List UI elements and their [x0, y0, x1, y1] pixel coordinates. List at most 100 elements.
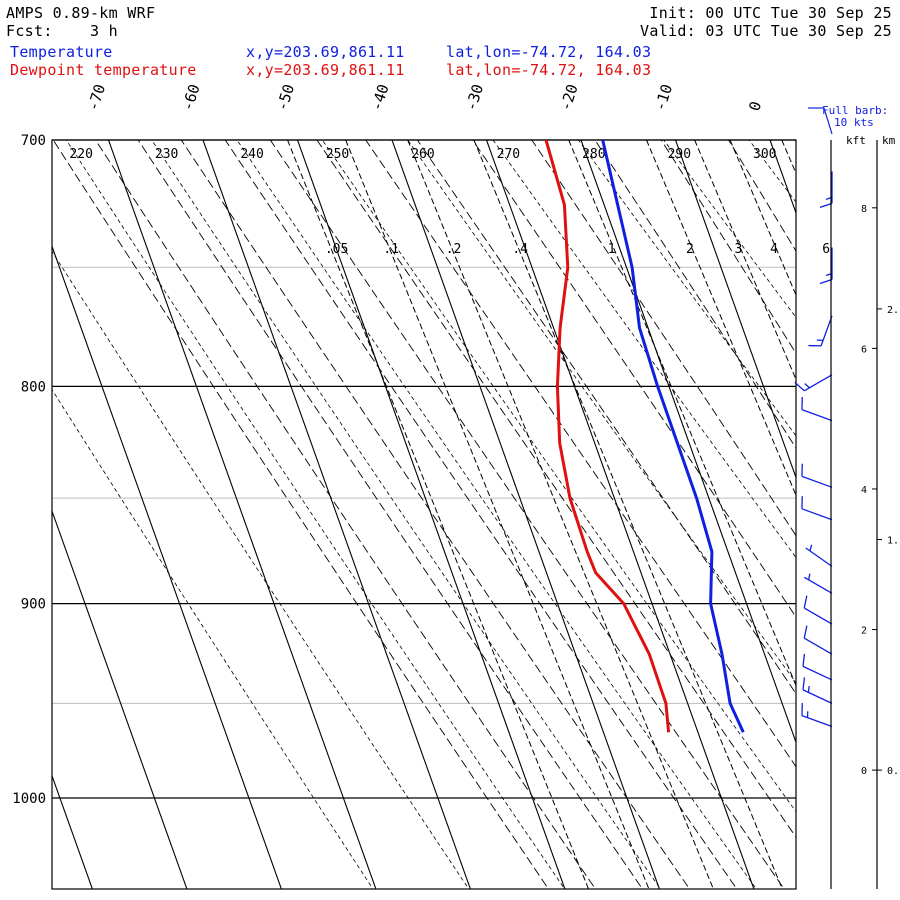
mixing-ratio-label: .05 — [325, 242, 348, 257]
isotherm-label: -40 — [367, 82, 392, 113]
dry-adiabat-label: 250 — [326, 147, 349, 162]
kft-tick-label: 2 — [861, 626, 867, 637]
legend-temperature-label: Temperature — [10, 43, 113, 61]
isotherm-label: 0 — [745, 99, 765, 113]
isotherm-line — [52, 509, 188, 889]
dry-adiabat — [151, 140, 661, 889]
fcst-label: Fcst: — [6, 22, 53, 40]
barb-staff — [803, 637, 833, 655]
wind-barb — [802, 677, 833, 704]
moist-adiabat — [365, 140, 796, 768]
init-time: Init: 00 UTC Tue 30 Sep 25 — [649, 4, 892, 22]
wind-barbs: Full barb:10 kts — [794, 104, 888, 728]
isotherm-line — [107, 140, 377, 889]
legend-temperature-latlon: lat,lon=-74.72, 164.03 — [446, 43, 652, 61]
dry-adiabat — [663, 140, 796, 319]
mixing-ratio-line — [781, 140, 796, 175]
isotherm-label: -20 — [556, 82, 581, 113]
height-axis: kft km 0 2 4 6 8 0. 1. 2. — [830, 134, 899, 889]
moist-adiabat — [52, 140, 550, 889]
mixing-ratio-label: 2 — [686, 242, 694, 257]
wind-barb — [803, 595, 833, 625]
model-title: AMPS 0.89-km WRF — [6, 4, 156, 22]
km-axis-label: km — [882, 134, 896, 147]
moist-adiabat — [94, 140, 596, 889]
wind-barb — [803, 625, 833, 655]
barb-staff — [801, 508, 833, 521]
isotherm-line — [0, 100, 13, 900]
wind-barb — [805, 544, 833, 567]
dry-adiabat-label: 230 — [155, 147, 178, 162]
mixing-ratio-label: 4 — [770, 242, 778, 257]
profile-series — [544, 140, 745, 733]
kft-tick-label: 6 — [861, 344, 867, 355]
dry-adiabat — [407, 140, 796, 684]
barb-full — [802, 677, 806, 690]
isotherm-line — [52, 774, 93, 889]
pressure-label: 800 — [21, 379, 46, 395]
isotherm-label: -60 — [178, 82, 203, 113]
km-tick-label: 2. — [887, 305, 899, 316]
dry-adiabat — [65, 140, 566, 889]
mixing-ratio-line — [694, 140, 796, 381]
barb-staff — [802, 665, 833, 681]
moist-adiabat — [269, 140, 785, 889]
moist-adiabat — [416, 140, 796, 695]
barb-full — [819, 278, 833, 285]
barb-staff — [805, 547, 833, 567]
barb-half — [809, 544, 813, 552]
km-tick-label: 0. — [887, 766, 899, 777]
moist-adiabat — [224, 140, 738, 889]
mixing-ratio-line — [345, 140, 650, 889]
isotherm-label: -30 — [462, 82, 487, 113]
fcst-value: 3 h — [89, 22, 118, 40]
moist-adiabat — [594, 140, 796, 449]
dry-adiabat-label: 280 — [582, 147, 605, 162]
barb-staff — [801, 409, 833, 422]
wind-barb — [801, 496, 833, 521]
mixing-ratio-label: 1 — [608, 242, 616, 257]
dry-adiabat-label: 240 — [240, 147, 263, 162]
barb-key-barb — [823, 107, 833, 135]
kft-axis-label: kft — [846, 134, 866, 147]
dry-adiabat — [577, 140, 796, 437]
barb-staff — [820, 315, 833, 347]
barb-staff — [803, 607, 833, 625]
legend-temperature-xy: x,y=203.69,861.11 — [246, 43, 405, 61]
dry-adiabat-label: 260 — [411, 147, 434, 162]
plot-border — [51, 139, 797, 890]
isotherm-line — [850, 100, 900, 900]
moist-adiabat — [180, 140, 691, 889]
isotherm-line — [52, 244, 282, 889]
isotherm-line — [674, 140, 796, 480]
pressure-label: 1000 — [12, 791, 46, 807]
isotherm-line — [391, 140, 660, 889]
init-label: Init: — [649, 4, 697, 22]
dry-adiabat — [236, 140, 757, 889]
barb-key-line1: Full barb: — [822, 104, 888, 117]
mixing-ratio-label: 6 — [822, 242, 830, 257]
mixing-ratio-line — [729, 140, 796, 297]
wind-barb — [803, 573, 833, 594]
mixing-ratio-line — [473, 140, 783, 889]
barb-half — [804, 383, 810, 389]
legend-dewpoint-latlon: lat,lon=-74.72, 164.03 — [446, 61, 652, 79]
valid-value: 03 UTC Tue 30 Sep 25 — [705, 22, 892, 40]
wind-barb — [794, 374, 833, 392]
legend-dewpoint-label: Dewpoint temperature — [10, 61, 197, 79]
dry-adiabat-label: 300 — [753, 147, 776, 162]
wind-barb — [801, 702, 833, 728]
barb-half — [807, 573, 811, 580]
kft-tick-label: 0 — [861, 766, 867, 777]
dry-adiabat-label: 270 — [497, 147, 520, 162]
temperature-profile — [601, 140, 745, 733]
barb-staff — [801, 714, 833, 728]
wind-barb — [801, 463, 833, 488]
dewpoint-profile — [544, 140, 671, 733]
wind-barb — [801, 397, 833, 422]
chart-labels: .05 .1 .2 .4 1 2 3 4 6 700 800 900 1000 -70 -60 -50 -40 -… — [12, 82, 830, 807]
moist-adiabat — [794, 140, 796, 143]
legend-dewpoint-xy: x,y=203.69,861.11 — [246, 61, 405, 79]
